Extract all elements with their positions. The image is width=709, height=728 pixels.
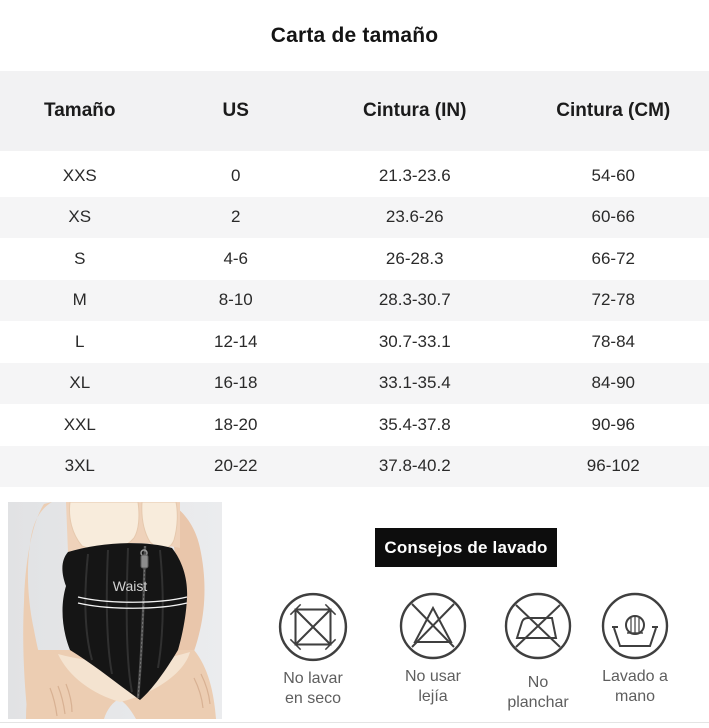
zipper-pull bbox=[140, 554, 149, 569]
corset-seams bbox=[84, 547, 164, 693]
care-label: Lavado a mano bbox=[602, 668, 668, 705]
table-row: XS 2 23.6-26 60-66 bbox=[0, 196, 709, 238]
cell-size: XS bbox=[68, 207, 92, 227]
care-label: No planchar bbox=[507, 674, 569, 711]
cell-waist-cm: 60-66 bbox=[591, 207, 635, 227]
cell-us: 20-22 bbox=[213, 456, 258, 476]
no-bleach-icon bbox=[399, 592, 467, 660]
care-heading-label: Consejos de lavado bbox=[384, 537, 548, 557]
cell-us: 0 bbox=[230, 165, 241, 185]
no-dry-clean-icon bbox=[278, 592, 348, 662]
table-header-row: Tamaño US Cintura (IN) Cintura (CM) bbox=[0, 71, 709, 151]
cell-us: 12-14 bbox=[213, 331, 258, 351]
care-label: No usar lejía bbox=[404, 668, 462, 705]
cell-waist-in: 35.4-37.8 bbox=[378, 414, 451, 434]
product-photo: Waist bbox=[8, 502, 222, 719]
cell-size: XXS bbox=[62, 165, 97, 185]
page-title: Carta de tamaño bbox=[270, 23, 439, 47]
cell-waist-cm: 78-84 bbox=[591, 331, 635, 351]
header-waist-cm: Cintura (CM) bbox=[556, 100, 671, 121]
cell-waist-cm: 66-72 bbox=[591, 248, 635, 268]
cell-size: L bbox=[75, 331, 85, 351]
cell-size: 3XL bbox=[64, 456, 95, 476]
table-row: M 8-10 28.3-30.7 72-78 bbox=[0, 279, 709, 321]
cell-us: 8-10 bbox=[218, 290, 253, 310]
left-arm bbox=[23, 502, 60, 719]
cell-waist-cm: 84-90 bbox=[591, 373, 635, 393]
cell-size: XL bbox=[69, 373, 91, 393]
header-us: US bbox=[222, 100, 249, 121]
bottom-section: Waist Consejos de lavado bbox=[0, 487, 709, 728]
hand-details bbox=[49, 673, 211, 717]
cell-waist-cm: 54-60 bbox=[591, 165, 635, 185]
cell-waist-cm: 90-96 bbox=[591, 414, 635, 434]
cell-size: S bbox=[74, 248, 86, 268]
cell-us: 18-20 bbox=[213, 414, 258, 434]
cell-waist-in: 28.3-30.7 bbox=[378, 290, 451, 310]
care-heading-box: Consejos de lavado bbox=[375, 528, 557, 567]
care-item-hand-wash: Lavado a mano bbox=[575, 591, 695, 707]
table-body: XXS 0 21.3-23.6 54-60 XS 2 23.6-26 60-66… bbox=[0, 155, 709, 487]
table-row: 3XL 20-22 37.8-40.2 96-102 bbox=[0, 445, 709, 487]
cell-size: M bbox=[72, 290, 87, 310]
cell-waist-in: 37.8-40.2 bbox=[378, 456, 451, 476]
size-table: Tamaño US Cintura (IN) Cintura (CM) XXS … bbox=[0, 71, 709, 487]
cell-waist-in: 21.3-23.6 bbox=[378, 165, 451, 185]
table-row: L 12-14 30.7-33.1 78-84 bbox=[0, 321, 709, 363]
hand-wash-icon bbox=[601, 592, 669, 660]
waist-measure-lines bbox=[77, 596, 188, 609]
care-item-no-iron: No planchar bbox=[478, 591, 598, 713]
waist-label: Waist bbox=[113, 578, 148, 594]
header-waist-in: Cintura (IN) bbox=[363, 100, 467, 121]
corset bbox=[62, 543, 188, 700]
cell-waist-in: 30.7-33.1 bbox=[378, 331, 451, 351]
cell-us: 16-18 bbox=[213, 373, 258, 393]
no-iron-icon bbox=[504, 592, 572, 660]
section-divider bbox=[0, 722, 709, 723]
care-item-no-bleach: No usar lejía bbox=[373, 591, 493, 707]
cell-waist-in: 26-28.3 bbox=[385, 248, 444, 268]
care-item-no-dry-clean: No lavar en seco bbox=[253, 591, 373, 709]
cell-us: 2 bbox=[230, 207, 241, 227]
page-title-wrap: Carta de tamaño bbox=[0, 0, 709, 71]
cell-size: XXL bbox=[63, 414, 96, 434]
cell-waist-cm: 72-78 bbox=[591, 290, 635, 310]
header-size: Tamaño bbox=[44, 100, 116, 121]
care-label: No lavar en seco bbox=[283, 670, 343, 707]
cell-waist-in: 33.1-35.4 bbox=[378, 373, 451, 393]
table-row: XL 16-18 33.1-35.4 84-90 bbox=[0, 362, 709, 404]
cell-waist-cm: 96-102 bbox=[586, 456, 640, 476]
cell-waist-in: 23.6-26 bbox=[385, 207, 444, 227]
cell-us: 4-6 bbox=[223, 248, 249, 268]
table-row: XXS 0 21.3-23.6 54-60 bbox=[0, 155, 709, 197]
table-row: S 4-6 26-28.3 66-72 bbox=[0, 238, 709, 280]
waist-trainer-photo: Waist bbox=[8, 502, 222, 719]
table-row: XXL 18-20 35.4-37.8 90-96 bbox=[0, 404, 709, 446]
